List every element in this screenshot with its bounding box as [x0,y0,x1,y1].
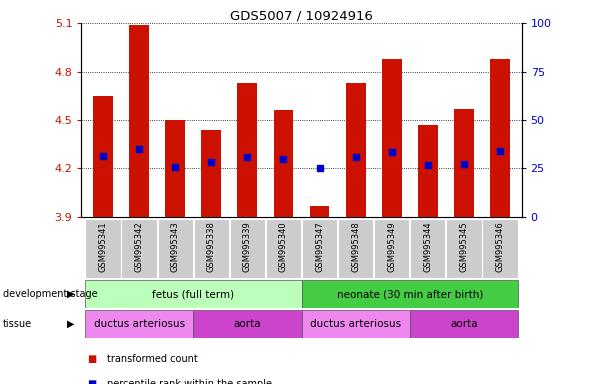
FancyBboxPatch shape [302,310,410,338]
Text: GSM995344: GSM995344 [423,221,432,272]
Text: GSM995338: GSM995338 [207,221,216,272]
Bar [129,25,149,217]
FancyBboxPatch shape [85,310,193,338]
FancyBboxPatch shape [410,220,446,278]
Text: ■: ■ [87,379,96,384]
FancyBboxPatch shape [302,280,518,308]
Text: percentile rank within the sample: percentile rank within the sample [107,379,272,384]
FancyBboxPatch shape [86,220,121,278]
Text: GSM995342: GSM995342 [134,221,144,272]
FancyBboxPatch shape [482,220,517,278]
FancyBboxPatch shape [157,220,193,278]
Text: GSM995339: GSM995339 [243,221,252,272]
FancyBboxPatch shape [266,220,301,278]
Bar [418,125,438,217]
FancyBboxPatch shape [410,310,518,338]
Text: aorta: aorta [450,319,478,329]
Text: ■: ■ [87,354,96,364]
Text: GSM995341: GSM995341 [98,221,107,272]
Bar [165,120,185,217]
Text: ductus arteriosus: ductus arteriosus [310,319,401,329]
Text: GSM995340: GSM995340 [279,221,288,272]
Text: GSM995346: GSM995346 [496,221,505,272]
Bar [490,59,510,217]
Text: transformed count: transformed count [107,354,197,364]
Text: GDS5007 / 10924916: GDS5007 / 10924916 [230,10,373,23]
Text: GSM995348: GSM995348 [351,221,360,272]
FancyBboxPatch shape [338,220,373,278]
Bar [238,83,257,217]
Text: ▶: ▶ [67,289,74,299]
Text: ductus arteriosus: ductus arteriosus [93,319,185,329]
Text: fetus (full term): fetus (full term) [152,289,235,299]
Bar [274,110,294,217]
FancyBboxPatch shape [121,220,157,278]
FancyBboxPatch shape [374,220,409,278]
Text: GSM995347: GSM995347 [315,221,324,272]
Text: GSM995345: GSM995345 [459,221,469,272]
FancyBboxPatch shape [194,220,229,278]
FancyBboxPatch shape [85,280,302,308]
Bar [346,83,365,217]
Text: aorta: aorta [233,319,261,329]
FancyBboxPatch shape [193,310,302,338]
Bar [93,96,113,217]
Bar [201,130,221,217]
Text: ▶: ▶ [67,319,74,329]
Text: GSM995343: GSM995343 [171,221,180,272]
FancyBboxPatch shape [446,220,482,278]
Text: neonate (30 min after birth): neonate (30 min after birth) [336,289,483,299]
Bar [382,59,402,217]
FancyBboxPatch shape [302,220,337,278]
Text: development stage: development stage [3,289,98,299]
Bar [454,109,474,217]
Text: GSM995349: GSM995349 [387,221,396,272]
Bar [309,206,329,217]
FancyBboxPatch shape [230,220,265,278]
Text: tissue: tissue [3,319,32,329]
